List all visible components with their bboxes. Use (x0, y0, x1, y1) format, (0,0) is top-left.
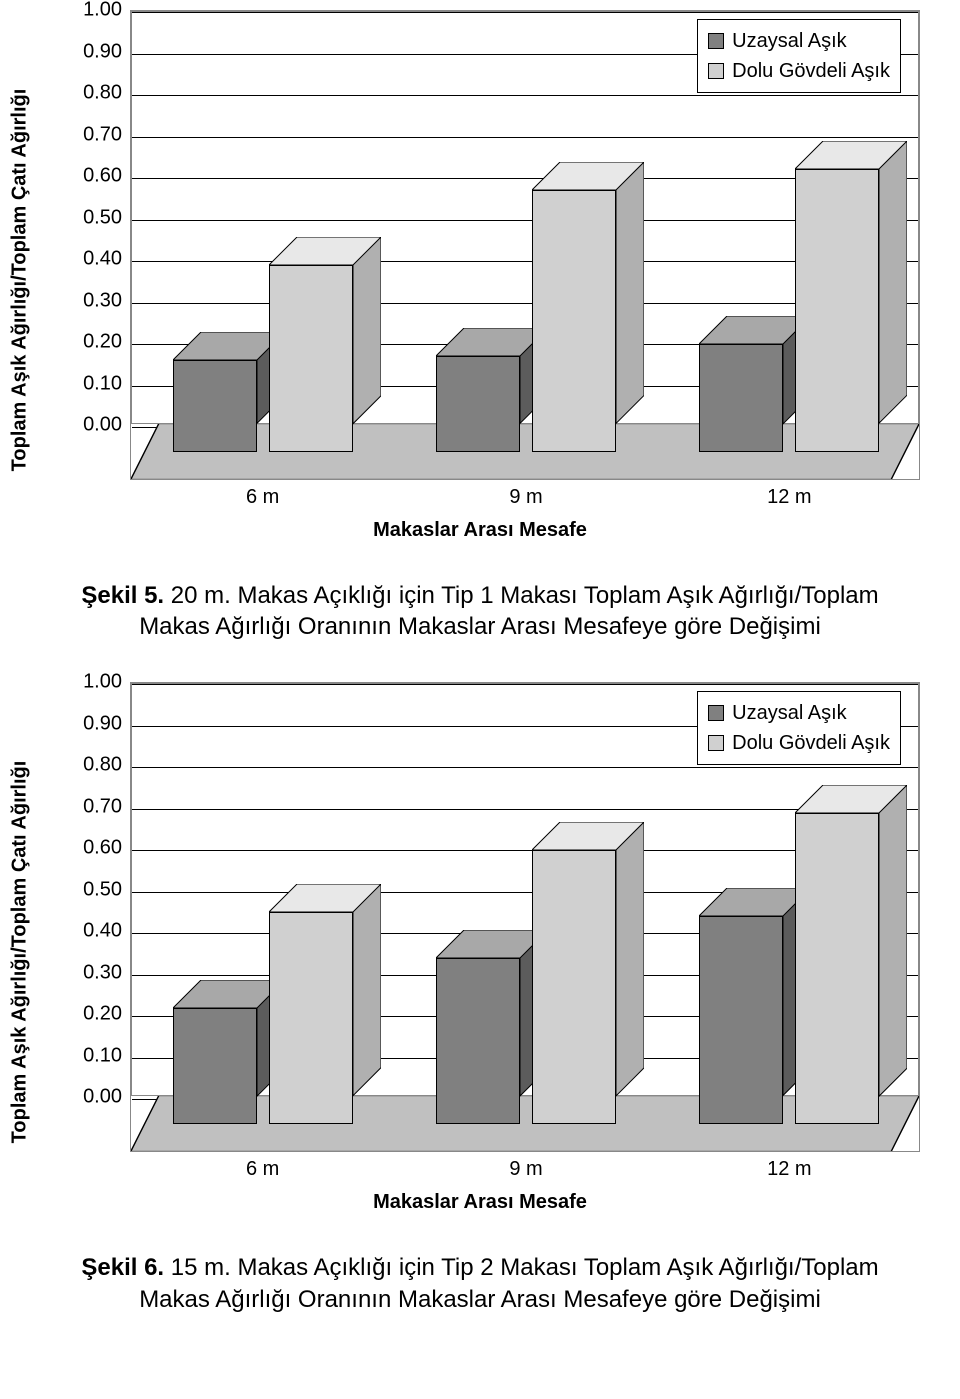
y-tick-label: 1.00 (83, 671, 122, 694)
x-tick-label: 6 m (246, 1158, 279, 1181)
caption-2-text: 15 m. Makas Açıklığı için Tip 2 Makası T… (139, 1254, 878, 1312)
y-tick-label: 0.10 (83, 1044, 122, 1067)
chart2-legend: Uzaysal AşıkDolu Gövdeli Aşık (697, 691, 901, 765)
caption-2-label: Şekil 6. (81, 1254, 164, 1281)
caption-2: Şekil 6. 15 m. Makas Açıklığı için Tip 2… (60, 1252, 900, 1314)
bar-top (532, 162, 644, 190)
chart1-y-axis: 0.00 0.10 0.20 0.30 0.40 0.50 0.60 0.70 0.80 0.90… (68, 10, 128, 480)
y-tick-label: 0.20 (83, 331, 122, 354)
gridline (132, 684, 918, 685)
bar (699, 916, 783, 1124)
legend-label: Uzaysal Aşık (732, 26, 846, 56)
chart1-plot-area: Uzaysal AşıkDolu Gövdeli Aşık 6 m9 m12 m (130, 10, 920, 480)
bar (699, 344, 783, 452)
x-tick-label: 9 m (509, 1158, 542, 1181)
chart1-legend: Uzaysal AşıkDolu Gövdeli Aşık (697, 19, 901, 93)
legend-label: Dolu Gövdeli Aşık (732, 728, 890, 758)
bar (436, 356, 520, 451)
chart2-y-axis-label: Toplam Aşık Ağırlığı/Toplam Çatı Ağırlığ… (9, 761, 32, 1144)
chart1-x-axis-label: Makaslar Arası Mesafe (373, 519, 587, 542)
caption-1-text: 20 m. Makas Açıklığı için Tip 1 Makası T… (139, 582, 878, 640)
y-tick-label: 0.90 (83, 712, 122, 735)
bar-top (269, 884, 381, 912)
y-tick-label: 0.80 (83, 754, 122, 777)
gridline (132, 137, 918, 138)
legend-label: Dolu Gövdeli Aşık (732, 56, 890, 86)
chart2-y-axis: 0.00 0.10 0.20 0.30 0.40 0.50 0.60 0.70 0.80 0.90… (68, 682, 128, 1152)
legend-label: Uzaysal Aşık (732, 698, 846, 728)
y-tick-label: 0.40 (83, 920, 122, 943)
bar-side (879, 785, 907, 1124)
y-tick-label: 0.30 (83, 289, 122, 312)
bar (795, 169, 879, 451)
y-tick-label: 1.00 (83, 0, 122, 22)
legend-swatch (708, 705, 724, 721)
legend-swatch (708, 33, 724, 49)
bar (436, 958, 520, 1124)
bar (269, 912, 353, 1124)
y-tick-label: 0.60 (83, 165, 122, 188)
y-tick-label: 0.50 (83, 878, 122, 901)
bar-top (795, 785, 907, 813)
y-tick-label: 0.00 (83, 414, 122, 437)
bar-top (532, 822, 644, 850)
bar-top (269, 237, 381, 265)
chart1-y-axis-label: Toplam Aşık Ağırlığı/Toplam Çatı Ağırlığ… (9, 89, 32, 472)
legend-item: Uzaysal Aşık (708, 26, 890, 56)
chart-2: Toplam Aşık Ağırlığı/Toplam Çatı Ağırlığ… (30, 682, 930, 1222)
bar (173, 1008, 257, 1124)
bar-side (353, 237, 381, 452)
y-tick-label: 0.70 (83, 123, 122, 146)
caption-1-label: Şekil 5. (81, 582, 164, 609)
y-tick-label: 0.10 (83, 372, 122, 395)
bar (269, 265, 353, 452)
y-tick-label: 0.60 (83, 837, 122, 860)
y-tick-label: 0.40 (83, 248, 122, 271)
chart2-plot-area: Uzaysal AşıkDolu Gövdeli Aşık 6 m9 m12 m (130, 682, 920, 1152)
y-tick-label: 0.70 (83, 795, 122, 818)
legend-item: Dolu Gövdeli Aşık (708, 728, 890, 758)
x-tick-label: 9 m (509, 486, 542, 509)
x-tick-label: 12 m (767, 486, 811, 509)
legend-swatch (708, 63, 724, 79)
bar-side (879, 141, 907, 451)
chart2-x-axis-label: Makaslar Arası Mesafe (373, 1191, 587, 1214)
gridline (132, 12, 918, 13)
y-tick-label: 0.80 (83, 82, 122, 105)
y-tick-label: 0.00 (83, 1086, 122, 1109)
bar (173, 360, 257, 451)
bar (532, 190, 616, 451)
y-tick-label: 0.50 (83, 206, 122, 229)
gridline (132, 767, 918, 768)
bar-side (616, 822, 644, 1124)
bar (795, 813, 879, 1124)
chart-1: Toplam Aşık Ağırlığı/Toplam Çatı Ağırlığ… (30, 10, 930, 550)
bar-top (795, 141, 907, 169)
caption-1: Şekil 5. 20 m. Makas Açıklığı için Tip 1… (60, 580, 900, 642)
bar-side (616, 162, 644, 451)
legend-swatch (708, 735, 724, 751)
y-tick-label: 0.20 (83, 1003, 122, 1026)
legend-item: Dolu Gövdeli Aşık (708, 56, 890, 86)
x-tick-label: 6 m (246, 486, 279, 509)
x-tick-label: 12 m (767, 1158, 811, 1181)
legend-item: Uzaysal Aşık (708, 698, 890, 728)
y-tick-label: 0.90 (83, 40, 122, 63)
bar-side (353, 884, 381, 1124)
gridline (132, 95, 918, 96)
bar (532, 850, 616, 1124)
y-tick-label: 0.30 (83, 961, 122, 984)
